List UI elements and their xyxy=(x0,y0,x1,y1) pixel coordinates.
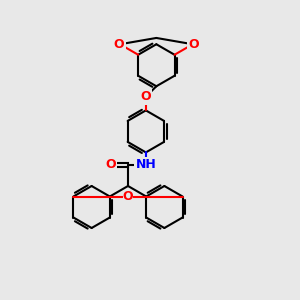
Text: NH: NH xyxy=(136,158,156,172)
Text: O: O xyxy=(114,38,124,51)
Text: O: O xyxy=(140,90,151,103)
Text: O: O xyxy=(105,158,116,172)
Text: O: O xyxy=(123,190,133,203)
Text: O: O xyxy=(188,38,199,51)
